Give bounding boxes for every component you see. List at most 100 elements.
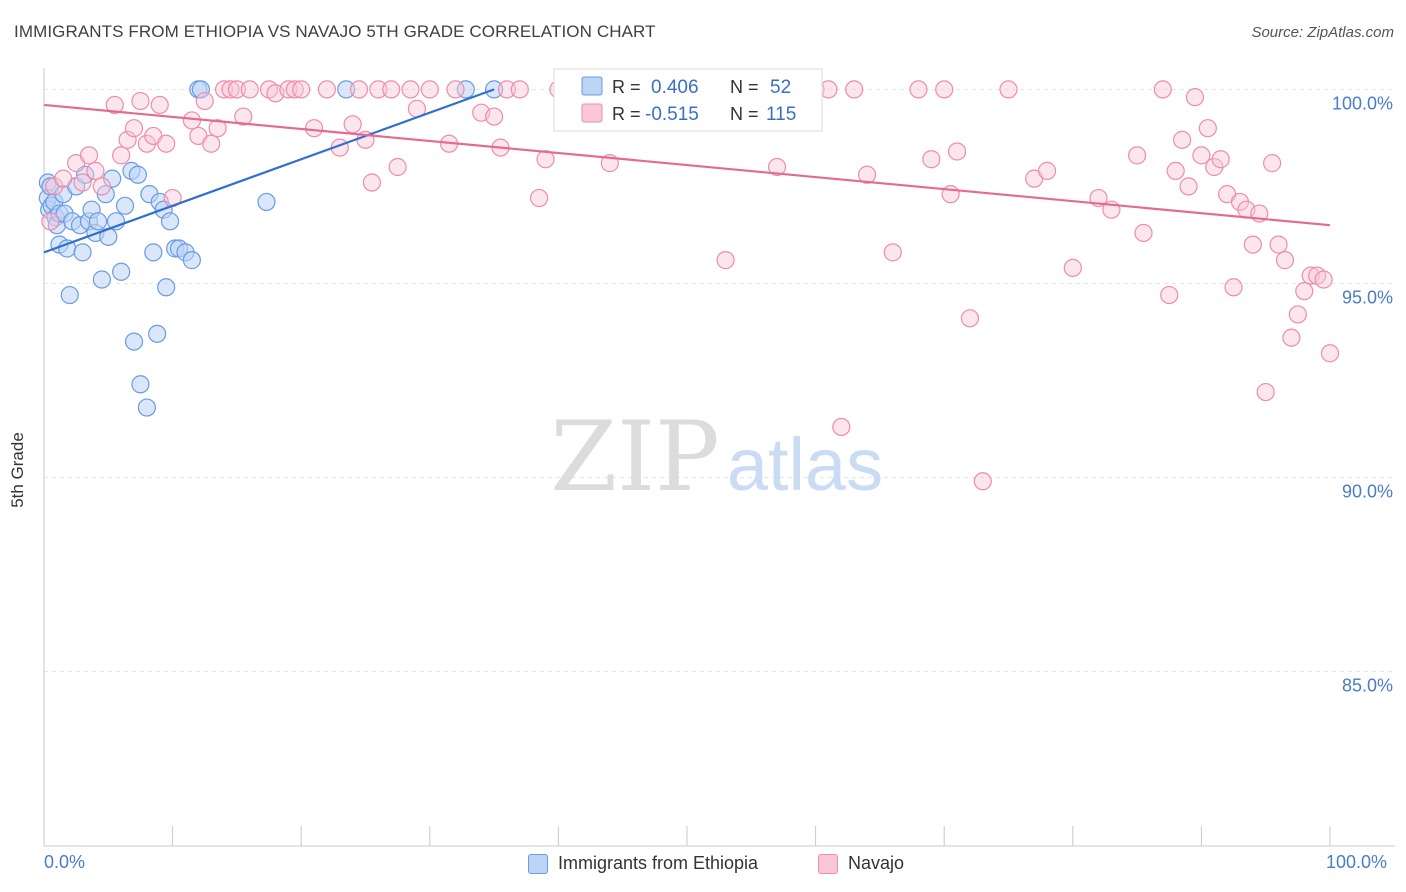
point-navajo	[947, 142, 967, 161]
y-tick-label: 100.0%	[1332, 93, 1393, 113]
point-navajo	[935, 80, 954, 99]
point-navajo	[105, 95, 124, 115]
point-navajo	[227, 80, 246, 99]
point-navajo	[999, 80, 1018, 99]
trend-line-ethiopia	[43, 88, 495, 254]
point-navajo	[510, 80, 529, 99]
point-navajo	[845, 80, 864, 99]
source-label: Source: ZipAtlas.com	[1251, 24, 1394, 41]
point-navajo	[1160, 285, 1179, 305]
point-navajo	[118, 130, 137, 149]
point-navajo	[1063, 258, 1082, 277]
point-ethiopia	[157, 278, 176, 297]
legend-swatch-ethiopia	[528, 853, 548, 874]
point-navajo	[214, 80, 234, 99]
chart-title: IMMIGRANTS FROM ETHIOPIA VS NAVAJO 5TH G…	[14, 22, 656, 41]
point-navajo	[909, 80, 928, 99]
point-navajo	[369, 80, 388, 99]
point-navajo	[1127, 146, 1147, 165]
point-navajo	[1263, 154, 1282, 173]
point-navajo	[182, 111, 201, 130]
stats-swatch-ethiopia	[581, 76, 603, 96]
stats-r-value-navajo: -0.515	[645, 104, 699, 125]
point-navajo	[1134, 223, 1153, 243]
point-navajo	[79, 146, 99, 165]
point-navajo	[530, 188, 549, 208]
point-navajo	[221, 80, 240, 99]
point-ethiopia	[60, 285, 79, 305]
stats-n-value-ethiopia: 52	[770, 77, 791, 98]
point-navajo	[883, 243, 902, 262]
point-ethiopia	[337, 80, 356, 99]
legend-item-navajo[interactable]: Navajo	[818, 853, 904, 874]
point-navajo	[1179, 177, 1198, 196]
point-ethiopia	[73, 243, 92, 262]
y-tick-label: 90.0%	[1342, 481, 1393, 501]
point-navajo	[317, 80, 337, 99]
point-ethiopia	[456, 80, 475, 99]
point-navajo	[131, 91, 150, 111]
point-navajo	[446, 80, 465, 99]
point-navajo	[1282, 328, 1301, 347]
point-navajo	[767, 157, 787, 177]
point-navajo	[292, 80, 311, 99]
point-navajo	[1211, 150, 1230, 169]
point-navajo	[208, 119, 227, 138]
point-navajo	[420, 80, 439, 99]
point-navajo	[112, 146, 131, 165]
point-navajo	[1173, 130, 1192, 149]
point-navajo	[1224, 278, 1243, 297]
stats-swatch-navajo	[581, 103, 603, 123]
point-navajo	[1288, 305, 1307, 324]
point-ethiopia	[92, 270, 111, 289]
point-navajo	[285, 80, 304, 99]
point-navajo	[124, 119, 144, 138]
point-ethiopia	[148, 324, 167, 343]
y-tick-label: 85.0%	[1342, 675, 1393, 695]
stats-r-label-ethiopia: R =	[612, 77, 641, 97]
point-navajo	[150, 95, 169, 115]
point-navajo	[832, 417, 851, 437]
point-ethiopia	[137, 398, 156, 417]
point-navajo	[304, 119, 324, 138]
point-navajo	[922, 150, 941, 169]
point-navajo	[716, 251, 735, 270]
stats-legend: R = 0.406 N = 52 R = -0.515 N = 115	[553, 68, 823, 132]
point-ethiopia	[124, 332, 144, 351]
point-navajo	[1295, 282, 1314, 301]
point-navajo	[92, 177, 111, 196]
point-navajo	[343, 115, 362, 134]
stats-n-label-navajo: N =	[730, 104, 759, 124]
point-navajo	[195, 91, 214, 111]
point-navajo	[54, 169, 73, 188]
point-navajo	[382, 80, 401, 99]
point-navajo	[485, 107, 504, 126]
gridlines	[44, 88, 1395, 672]
trend-line-navajo	[43, 103, 1331, 227]
point-navajo	[973, 472, 992, 491]
point-navajo	[857, 165, 877, 184]
point-ethiopia	[128, 165, 147, 184]
point-navajo	[240, 80, 259, 99]
point-ethiopia	[160, 212, 180, 231]
point-navajo	[362, 173, 382, 192]
legend-item-ethiopia[interactable]: Immigrants from Ethiopia	[528, 853, 758, 874]
stats-n-value-navajo: 115	[766, 104, 796, 125]
point-navajo	[819, 80, 838, 99]
y-tick-labels: 85.0% 90.0% 95.0% 100.0%	[1332, 93, 1393, 695]
legend-label-navajo: Navajo	[848, 853, 905, 873]
stats-r-label-navajo: R =	[612, 104, 641, 124]
point-ethiopia	[182, 251, 201, 270]
point-navajo	[401, 80, 420, 99]
point-navajo	[157, 134, 176, 153]
point-navajo	[234, 107, 253, 126]
point-navajo	[497, 80, 517, 99]
point-navajo	[202, 134, 221, 153]
point-navajo	[1037, 161, 1057, 180]
stats-n-label-ethiopia: N =	[730, 77, 759, 97]
point-navajo	[1243, 235, 1262, 254]
point-ethiopia	[144, 243, 163, 262]
watermark-zip: ZIP	[550, 401, 719, 513]
point-navajo	[1320, 344, 1340, 363]
series-legend: Immigrants from Ethiopia Navajo	[0, 850, 1406, 880]
